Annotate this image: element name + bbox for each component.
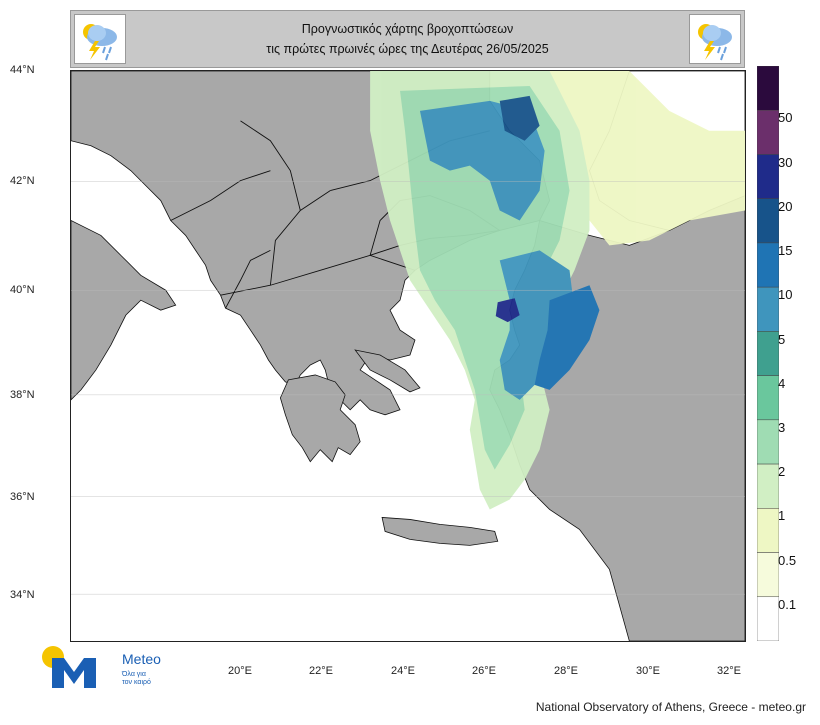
footer-credit: National Observatory of Athens, Greece -… bbox=[535, 700, 806, 714]
land-euboea bbox=[354, 349, 421, 393]
legend-swatch bbox=[757, 66, 779, 111]
logo-name: Meteo bbox=[122, 651, 161, 667]
graticule bbox=[71, 181, 745, 595]
legend-swatch bbox=[757, 331, 779, 376]
map-header: Προγνωστικός χάρτης βροχοπτώσεων τις πρώ… bbox=[70, 10, 745, 68]
rain-cloud-lightning-icon bbox=[74, 14, 126, 64]
legend-label: 5 bbox=[778, 331, 786, 347]
lat-label: 38°N bbox=[10, 389, 35, 401]
lon-label: 22°E bbox=[309, 665, 333, 677]
rain-heavy-south bbox=[534, 285, 600, 390]
lon-label: 28°E bbox=[554, 665, 578, 677]
legend-label: 4 bbox=[778, 375, 786, 391]
precipitation-legend bbox=[757, 66, 779, 641]
legend-label: 2 bbox=[778, 464, 786, 480]
rain-core bbox=[495, 298, 520, 323]
legend-label: 15 bbox=[778, 243, 793, 259]
lat-label: 44°N bbox=[10, 64, 35, 76]
legend-swatch bbox=[757, 242, 779, 288]
map-title: Προγνωστικός χάρτης βροχοπτώσεων τις πρώ… bbox=[133, 19, 682, 59]
lon-label: 30°E bbox=[636, 665, 660, 677]
legend-label: 20 bbox=[778, 198, 793, 214]
legend-swatch bbox=[757, 463, 779, 509]
legend-swatch bbox=[757, 154, 779, 199]
legend-swatch bbox=[757, 419, 779, 465]
rain-heavy-lesvos bbox=[499, 250, 575, 400]
lat-label: 40°N bbox=[10, 284, 35, 296]
precipitation-map bbox=[70, 70, 746, 642]
logo-tagline-1: Όλα για bbox=[122, 671, 146, 678]
land-italy bbox=[71, 220, 177, 401]
land-crete bbox=[381, 516, 499, 546]
lon-label: 26°E bbox=[472, 665, 496, 677]
lon-label: 20°E bbox=[228, 665, 252, 677]
lat-label: 36°N bbox=[10, 491, 35, 503]
land-peloponnese bbox=[279, 374, 361, 463]
lon-label: 24°E bbox=[391, 665, 415, 677]
legend-label: 30 bbox=[778, 154, 793, 170]
logo-tagline: Όλα για τον καιρό bbox=[122, 671, 151, 687]
legend-label: 3 bbox=[778, 419, 786, 435]
rain-cloud-lightning-icon bbox=[689, 14, 741, 64]
lat-label: 34°N bbox=[10, 589, 35, 601]
legend-swatch bbox=[757, 109, 779, 155]
legend-swatch bbox=[757, 552, 779, 598]
rain-light-north-east bbox=[549, 71, 745, 246]
legend-label: 50 bbox=[778, 110, 793, 126]
lon-label: 32°E bbox=[717, 665, 741, 677]
legend-swatch bbox=[757, 198, 779, 244]
legend-swatch bbox=[757, 286, 779, 332]
legend-swatch bbox=[757, 375, 779, 421]
title-line-2: τις πρώτες πρωινές ώρες της Δευτέρας 26/… bbox=[266, 42, 549, 56]
title-line-1: Προγνωστικός χάρτης βροχοπτώσεων bbox=[301, 22, 514, 36]
legend-label: 10 bbox=[778, 287, 793, 303]
legend-label: 1 bbox=[778, 508, 786, 524]
legend-label: 0.1 bbox=[778, 596, 797, 612]
legend-swatch bbox=[757, 508, 779, 553]
rain-heavy-north-core bbox=[499, 95, 540, 141]
legend-label: 0.5 bbox=[778, 552, 797, 568]
lat-label: 42°N bbox=[10, 175, 35, 187]
legend-swatch bbox=[757, 596, 779, 641]
meteo-logo bbox=[42, 646, 96, 688]
logo-tagline-2: τον καιρό bbox=[122, 679, 151, 686]
